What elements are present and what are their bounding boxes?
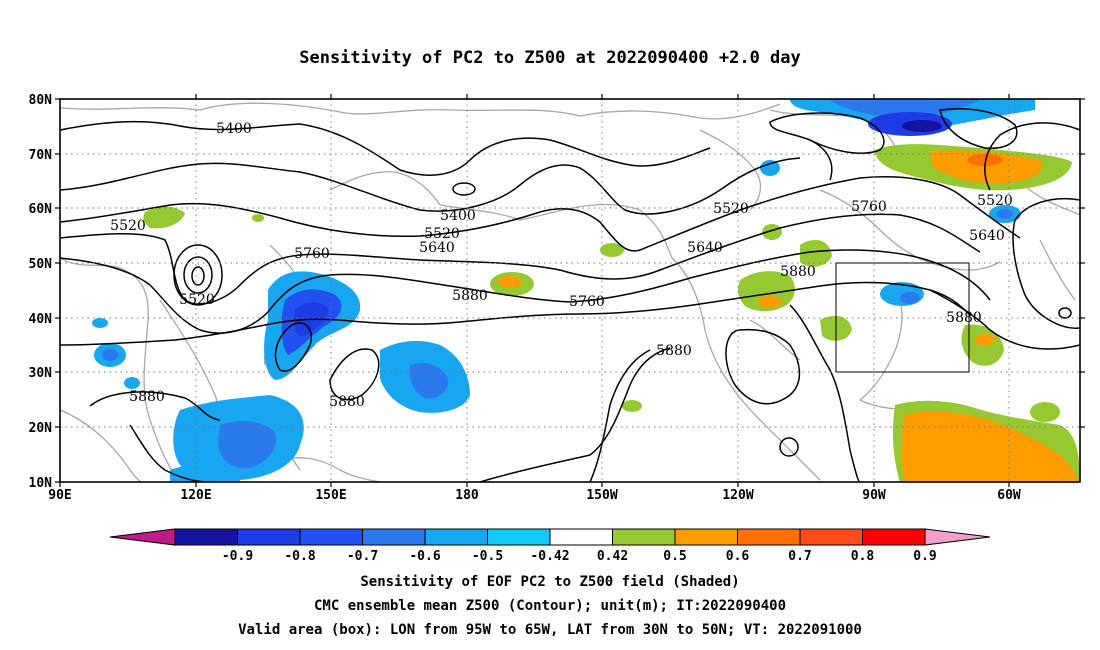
contour-label: 5880 xyxy=(129,389,165,405)
colorbar-box xyxy=(174,528,238,546)
colorbar-box xyxy=(424,528,488,546)
colorbar-tick-label: -0.9 xyxy=(222,549,253,564)
map-frame xyxy=(59,98,1081,483)
contour-label: 5760 xyxy=(294,246,330,262)
colorbar-box xyxy=(237,528,301,546)
colorbar-box xyxy=(737,528,801,546)
contour-label: 5880 xyxy=(329,394,365,410)
caption-line-1: Sensitivity of EOF PC2 to Z500 field (Sh… xyxy=(360,574,740,590)
lat-label: 50N xyxy=(29,257,53,272)
lon-label: 90W xyxy=(862,488,886,503)
lat-label: 10N xyxy=(29,476,53,491)
contour-label: 5880 xyxy=(656,343,692,359)
contour-label: 5880 xyxy=(780,264,816,280)
valid-area-box xyxy=(835,262,970,373)
lat-label: 20N xyxy=(29,421,53,436)
colorbar-tick-label: -0.5 xyxy=(472,549,503,564)
contour-label: 5520 xyxy=(424,226,460,242)
colorbar: -0.9 -0.8 -0.7 -0.6 -0.5 -0.42 0.42 0.5 0.6 0.7 0.… xyxy=(109,528,991,564)
contour-label: 5400 xyxy=(440,208,476,224)
lon-label: 120E xyxy=(180,488,211,503)
shading-positive xyxy=(143,144,1080,482)
caption-line-2: CMC ensemble mean Z500 (Contour); unit(m… xyxy=(313,598,786,614)
lon-label: 60W xyxy=(997,488,1021,503)
lat-axis: 80N 70N 60N 50N 40N 30N 20N 10N xyxy=(29,93,1085,491)
colorbar-tick-label: 0.7 xyxy=(788,549,811,564)
caption-line-3: Valid area (box): LON from 95W to 65W, L… xyxy=(238,622,862,638)
colorbar-tick-label: 0.9 xyxy=(913,549,936,564)
contour-label: 5520 xyxy=(713,201,749,217)
colorbar-over-triangle xyxy=(924,528,991,546)
contour-label: 5880 xyxy=(452,288,488,304)
contour-label: 5640 xyxy=(419,240,455,256)
colorbar-tick-label: -0.7 xyxy=(347,549,378,564)
contour-label: 5760 xyxy=(851,199,887,215)
lon-axis: 90E 120E 150E 180 150W 120W 90W 60W xyxy=(48,94,1021,503)
colorbar-box xyxy=(487,528,551,546)
colorbar-box xyxy=(799,528,863,546)
colorbar-box xyxy=(862,528,926,546)
lat-label: 40N xyxy=(29,312,53,327)
contour-label: 5640 xyxy=(969,228,1005,244)
colorbar-tick-label: 0.5 xyxy=(663,549,686,564)
figure-title: Sensitivity of PC2 to Z500 at 2022090400… xyxy=(299,48,801,68)
contour-label: 5760 xyxy=(569,294,605,310)
colorbar-under-triangle xyxy=(109,528,176,546)
lon-label: 150E xyxy=(315,488,346,503)
grid-lines xyxy=(60,99,1080,482)
colorbar-tick-label: 0.6 xyxy=(726,549,750,564)
colorbar-box xyxy=(299,528,363,546)
lat-label: 60N xyxy=(29,202,53,217)
contour-label: 5400 xyxy=(216,121,252,137)
colorbar-tick-label: 0.8 xyxy=(851,549,875,564)
contour-label: 5520 xyxy=(179,292,215,308)
lat-label: 80N xyxy=(29,93,53,108)
lon-label: 150W xyxy=(586,488,617,503)
lon-label: 180 xyxy=(455,488,479,503)
lat-label: 70N xyxy=(29,148,53,163)
colorbar-tick-label: -0.8 xyxy=(284,549,315,564)
colorbar-box xyxy=(674,528,738,546)
colorbar-box xyxy=(362,528,426,546)
shading-negative xyxy=(92,99,1035,482)
contour-label: 5520 xyxy=(977,193,1013,209)
z500-contours xyxy=(60,108,1080,482)
contour-label: 5880 xyxy=(946,310,982,326)
lat-label: 30N xyxy=(29,366,53,381)
contour-labels: 5400 5520 5520 5400 5520 5640 5520 5760 … xyxy=(110,121,1013,410)
colorbar-tick-label: -0.6 xyxy=(409,549,440,564)
colorbar-box xyxy=(612,528,676,546)
colorbar-tick-label: 0.42 xyxy=(597,549,628,564)
colorbar-box xyxy=(549,528,613,546)
lon-label: 120W xyxy=(722,488,753,503)
lon-label: 90E xyxy=(48,488,71,503)
contour-label: 5640 xyxy=(687,240,723,256)
colorbar-tick-label: -0.42 xyxy=(530,549,569,564)
contour-label: 5520 xyxy=(110,218,146,234)
